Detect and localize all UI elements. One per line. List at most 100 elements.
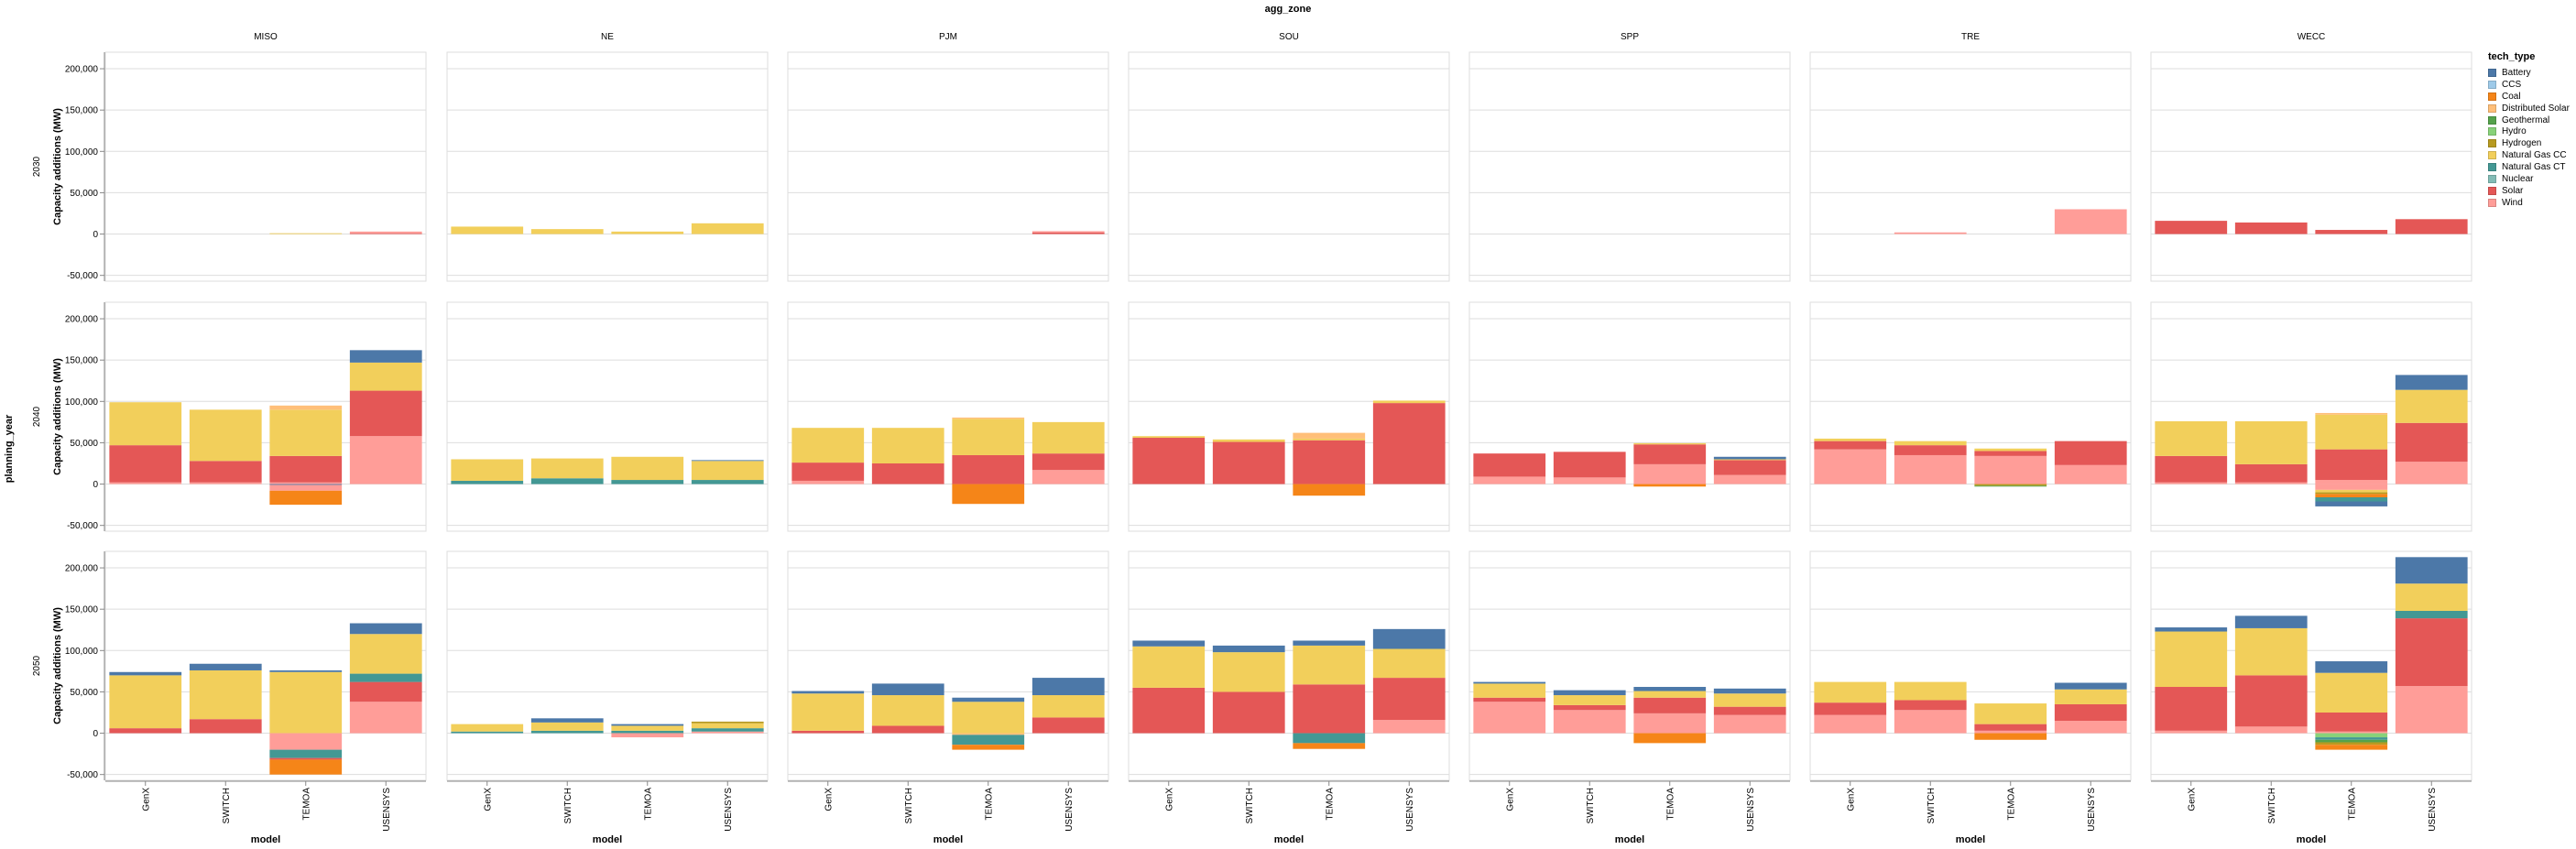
panel-frame [1128,51,1450,282]
bar-segment [1894,681,1967,701]
legend-item: Wind [2488,197,2570,209]
bar-segment [1974,724,2047,731]
bar-segment [269,484,343,485]
bar-segment [349,436,422,484]
bar-segment [2054,721,2127,734]
y-tick-label: 50,000 [70,688,98,698]
bar-segment [2315,733,2388,738]
bar-segment [269,749,343,758]
y-axis-title: Capacity additions (MW) [52,358,63,475]
legend-item: Solar [2488,185,2570,197]
bar-segment [1633,691,1707,698]
panel-TRE-2040 [1809,301,2132,532]
bar-segment [1894,454,1967,484]
bar-segment [952,484,1025,505]
bar-segment [1974,730,2047,734]
bar-segment [2054,464,2127,484]
bar-segment [2234,222,2308,234]
bar-segment [1473,702,1546,734]
bar-segment [2054,689,2127,704]
x-tick-label: SWITCH [563,788,573,823]
bar-segment [1212,439,1285,442]
bar-segment [1814,702,1887,715]
bar-segment [1974,451,2047,456]
x-axis-title: model [933,834,963,845]
panel-WECC-2030 [2150,51,2472,282]
legend-item: Battery [2488,67,2570,79]
bar-segment [1633,713,1707,734]
bar-segment [2155,730,2228,734]
bar-segment [2395,219,2468,234]
bar-segment [691,723,764,729]
x-axis-title: model [2297,834,2326,845]
row-label: 2050 [32,655,42,676]
bar-segment [1814,441,1887,450]
bar-segment [2395,389,2468,423]
bar-segment [349,634,422,674]
x-tick-label: SWITCH [1245,788,1255,823]
legend-swatch [2488,174,2496,183]
chart-title: agg_zone [1265,4,1312,15]
bar-segment [109,675,182,729]
bar-segment [2315,661,2388,673]
bar-segment [1473,476,1546,484]
panel-frame [2150,51,2472,282]
bar-segment [2315,672,2388,713]
bar-segment [691,731,764,734]
bar-segment [611,456,684,481]
column-label: TRE [1961,32,1980,42]
bar-segment [1031,421,1105,454]
bar-segment [1372,628,1446,649]
bar-segment [1031,695,1105,718]
panel-SPP-2050: GenX SWITCH TEMOA USENSYS model [1468,550,1791,845]
panel-PJM-2040 [787,301,1109,532]
bar-segment [1713,459,1786,461]
column-label: MISO [254,32,278,42]
x-axis-title: model [251,834,280,845]
bar-segment [530,722,604,731]
x-tick-label: GenX [483,788,493,811]
x-tick-label: USENSYS [2428,788,2438,832]
bar-segment [349,702,422,734]
legend-items: Battery CCS Coal Distributed Solar Geotherma… [2488,67,2570,209]
bar-segment [2155,482,2228,484]
legend-item: Distributed Solar [2488,103,2570,114]
panel-frame [446,51,769,282]
bar-segment [1372,720,1446,734]
bar-segment [1132,438,1206,484]
bar-segment [269,757,343,760]
bar-segment [269,484,343,491]
bar-segment [269,482,343,484]
x-tick-label: USENSYS [1405,788,1415,832]
bar-segment [189,663,262,670]
row-label: 2040 [32,406,42,427]
bar-segment [871,428,944,463]
panel-frame [1468,550,1791,781]
bar-segment [2234,420,2308,464]
x-tick-label: SWITCH [1586,788,1596,823]
column-label: WECC [2298,32,2326,42]
bar-segment [2234,726,2308,734]
panel-frame [446,550,769,781]
bar-segment [109,402,182,446]
bar-segment [530,718,604,723]
panel-PJM-2050: GenX SWITCH TEMOA USENSYS model [787,550,1109,845]
y-tick-label: -50,000 [67,770,98,780]
x-tick-label: SWITCH [222,788,232,823]
column-label: PJM [939,32,957,42]
x-axis-title: model [1956,834,1985,845]
bar-segment [451,226,524,234]
bar-segment [2315,742,2388,746]
x-tick-label: SWITCH [2267,788,2277,823]
bar-segment [1713,693,1786,707]
bar-segment [1473,681,1546,684]
bar-segment [1372,403,1446,484]
bar-segment [1633,687,1707,691]
panel-SOU-2040 [1128,301,1450,532]
row-label: 2030 [32,156,42,177]
legend-item: Natural Gas CC [2488,149,2570,161]
bar-segment [269,490,343,506]
legend-item: CCS [2488,79,2570,91]
bar-segment [1713,456,1786,460]
bar-segment [1372,400,1446,404]
